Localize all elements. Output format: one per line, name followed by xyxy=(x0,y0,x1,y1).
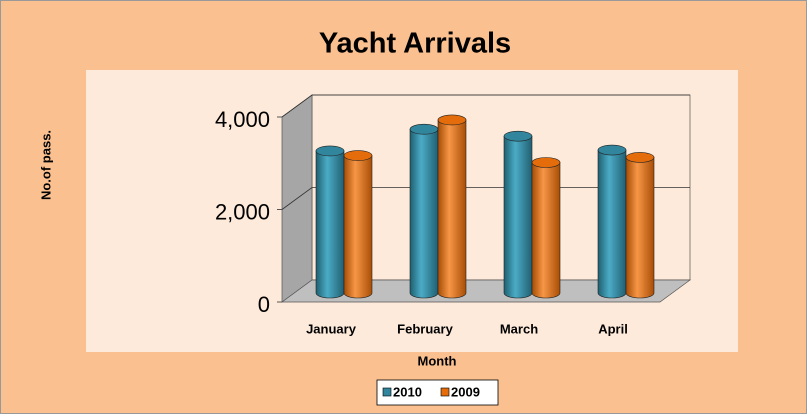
bar xyxy=(409,123,439,299)
bar xyxy=(531,157,561,299)
legend-label: 2010 xyxy=(393,384,422,399)
legend xyxy=(376,379,499,406)
bar xyxy=(437,114,467,299)
bar-top xyxy=(343,150,373,161)
bar-body xyxy=(625,157,655,299)
bar-top xyxy=(409,123,439,135)
bar-top xyxy=(597,144,627,156)
y-tick-label: 2,000 xyxy=(215,199,270,224)
bar-top xyxy=(531,157,561,168)
bar-body xyxy=(437,119,467,299)
bar-top xyxy=(625,152,655,163)
x-tick-label: January xyxy=(306,321,357,336)
legend-swatch xyxy=(440,387,450,397)
bar xyxy=(625,152,655,299)
bar xyxy=(315,145,345,299)
grid-line xyxy=(281,94,690,118)
chart-title: Yacht Arrivals xyxy=(319,28,511,60)
x-tick-label: April xyxy=(598,321,628,336)
bar-body xyxy=(343,155,373,299)
y-axis-title: No.of pass. xyxy=(38,130,53,200)
legend-label: 2009 xyxy=(451,384,480,399)
bar-body xyxy=(531,162,561,299)
bar-body xyxy=(597,149,627,299)
x-tick-label: March xyxy=(500,321,538,336)
bar-top xyxy=(437,114,467,126)
x-tick-label: February xyxy=(397,321,453,336)
y-tick-label: 0 xyxy=(258,292,270,317)
legend-swatch xyxy=(382,387,392,397)
bar xyxy=(503,130,533,299)
bar-top xyxy=(315,145,345,157)
bar-body xyxy=(409,128,439,299)
y-tick-label: 4,000 xyxy=(215,107,270,132)
floor xyxy=(280,279,692,303)
bar-body xyxy=(315,150,345,299)
bar xyxy=(343,150,373,299)
bar-top xyxy=(503,130,533,142)
bar-body xyxy=(503,135,533,299)
bar xyxy=(597,144,627,299)
x-axis-title: Month xyxy=(418,353,457,368)
grid-line xyxy=(281,187,690,210)
